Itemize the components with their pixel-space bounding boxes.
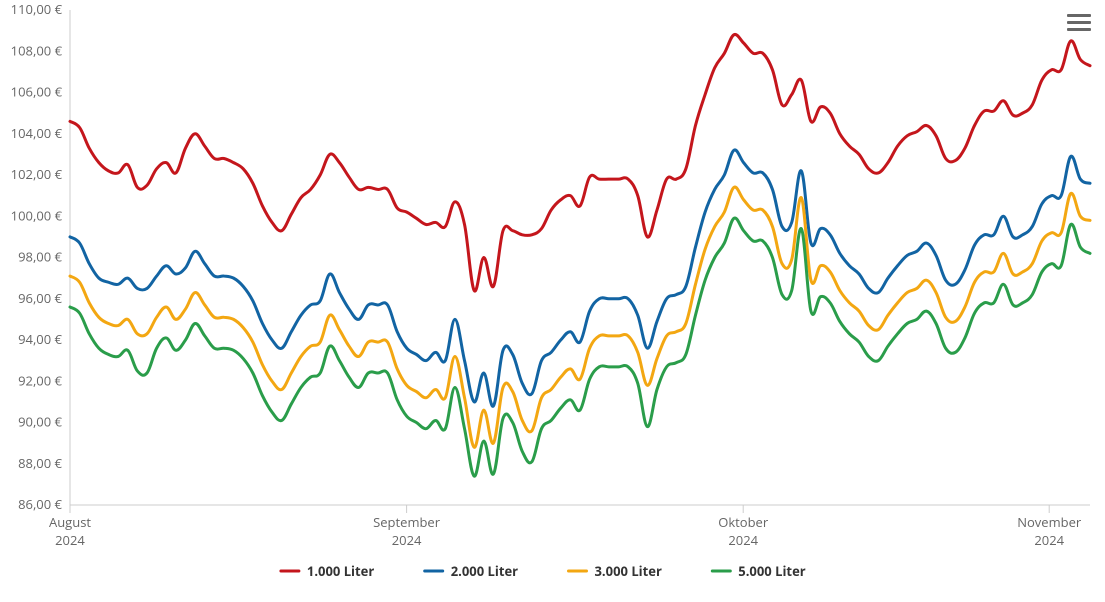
x-tick-label: November xyxy=(1017,513,1082,531)
x-tick-sublabel: 2024 xyxy=(55,531,85,549)
y-tick-label: 108,00 € xyxy=(11,41,63,59)
y-tick-label: 100,00 € xyxy=(11,206,63,224)
legend-label: 2.000 Liter xyxy=(451,562,518,580)
series-line xyxy=(70,34,1090,291)
y-tick-label: 86,00 € xyxy=(18,495,62,513)
y-tick-label: 96,00 € xyxy=(18,289,62,307)
series-line xyxy=(70,150,1090,406)
x-tick-sublabel: 2024 xyxy=(728,531,758,549)
chart-svg: 86,00 € 88,00 € 90,00 € 92,00 € 94,00 € 96,00… xyxy=(0,0,1105,602)
y-tick-label: 92,00 € xyxy=(18,371,62,389)
y-tick-label: 90,00 € xyxy=(18,413,62,431)
y-tick-label: 110,00 € xyxy=(11,0,63,18)
legend-label: 3.000 Liter xyxy=(595,562,662,580)
y-tick-label: 102,00 € xyxy=(11,165,63,183)
x-tick-label: September xyxy=(373,513,441,531)
x-tick-sublabel: 2024 xyxy=(1034,531,1064,549)
legend-item[interactable]: 3.000 Liter xyxy=(569,562,662,580)
legend-item[interactable]: 5.000 Liter xyxy=(712,562,805,580)
y-tick-label: 104,00 € xyxy=(11,124,63,142)
legend-label: 5.000 Liter xyxy=(738,562,805,580)
legend-item[interactable]: 2.000 Liter xyxy=(425,562,518,580)
y-tick-label: 98,00 € xyxy=(18,248,62,266)
y-tick-label: 106,00 € xyxy=(11,83,63,101)
legend: 1.000 Liter 2.000 Liter 3.000 Liter 5.000 L… xyxy=(281,562,806,580)
y-tick-label: 94,00 € xyxy=(18,330,62,348)
chart-menu-button[interactable] xyxy=(1067,10,1091,32)
price-chart: 86,00 € 88,00 € 90,00 € 92,00 € 94,00 € 96,00… xyxy=(0,0,1105,602)
x-tick-sublabel: 2024 xyxy=(392,531,422,549)
hamburger-menu-icon xyxy=(1067,14,1091,17)
x-tick-label: Oktober xyxy=(718,513,769,531)
y-tick-label: 88,00 € xyxy=(18,454,62,472)
x-tick-label: August xyxy=(49,513,91,531)
legend-label: 1.000 Liter xyxy=(307,562,374,580)
legend-item[interactable]: 1.000 Liter xyxy=(281,562,374,580)
